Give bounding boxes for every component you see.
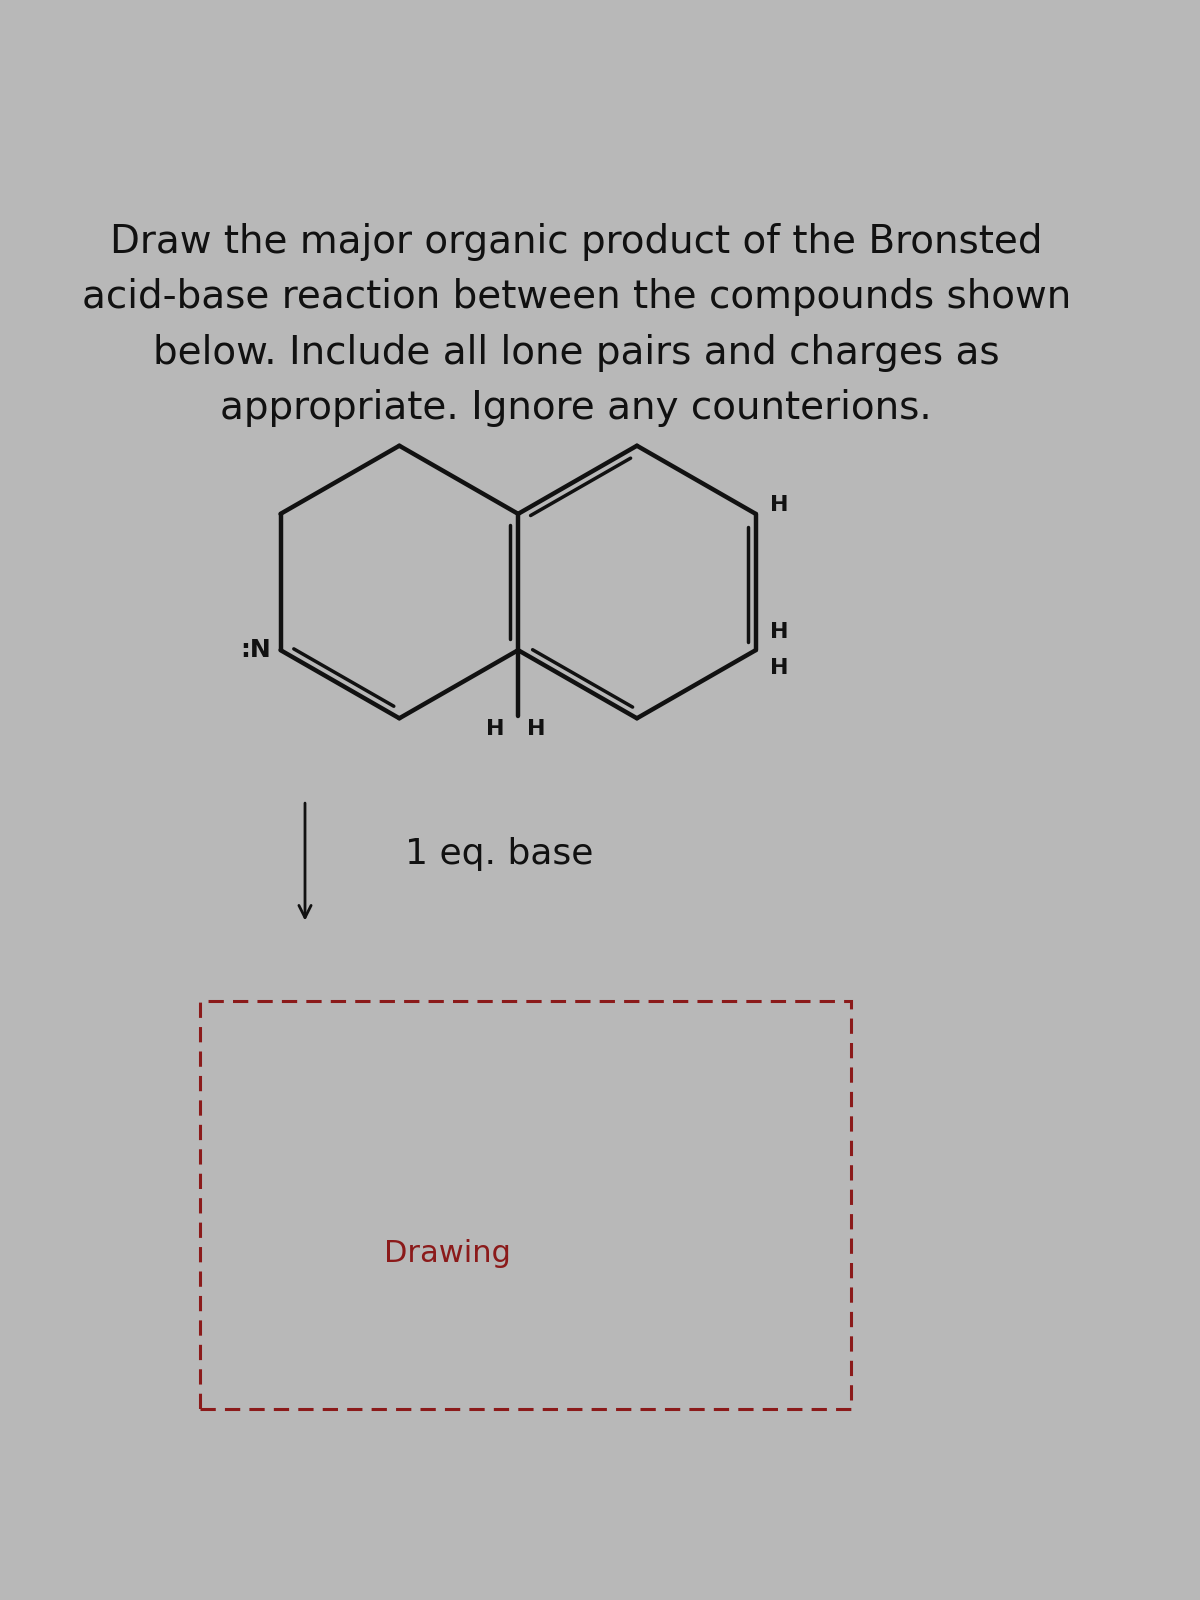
Text: H: H [769, 658, 788, 678]
Text: H: H [528, 720, 546, 739]
Text: H: H [769, 494, 788, 515]
Bar [200, 1000, 851, 1408]
Text: acid-base reaction between the compounds shown: acid-base reaction between the compounds… [82, 278, 1070, 317]
Text: appropriate. Ignore any counterions.: appropriate. Ignore any counterions. [221, 389, 932, 427]
Text: H: H [769, 622, 788, 643]
Text: :N: :N [240, 638, 271, 662]
Text: Draw the major organic product of the Bronsted: Draw the major organic product of the Br… [110, 222, 1043, 261]
Text: below. Include all lone pairs and charges as: below. Include all lone pairs and charge… [152, 334, 1000, 371]
Text: Drawing: Drawing [384, 1238, 511, 1269]
Text: H: H [486, 720, 504, 739]
Text: 1 eq. base: 1 eq. base [404, 837, 593, 870]
